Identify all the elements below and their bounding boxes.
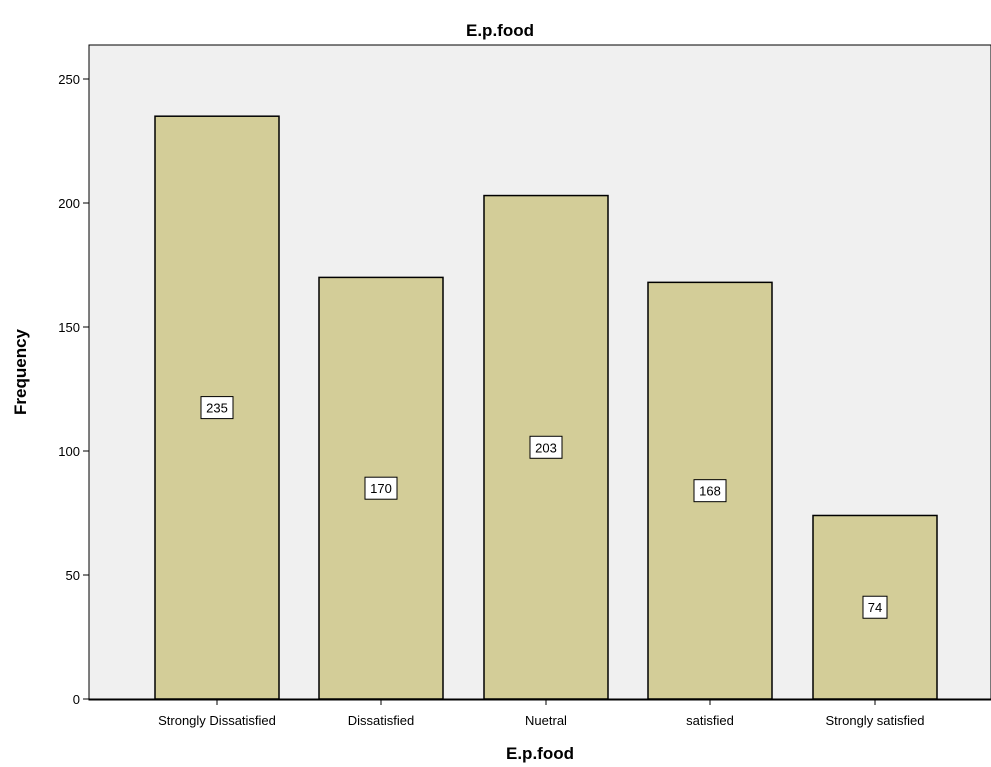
data-label-box-2: [529, 435, 563, 459]
data-label-box-1: [364, 476, 398, 500]
x-tick-label-0: Strongly Dissatisfied: [158, 713, 276, 728]
y-tick-label-1: 50: [66, 568, 80, 583]
y-tick-label-3: 150: [58, 320, 80, 335]
data-label-box-0: [200, 396, 234, 420]
y-axis-title: Frequency: [11, 328, 30, 415]
x-tick-label-4: Strongly satisfied: [826, 713, 925, 728]
data-label-1: 170: [370, 481, 392, 496]
y-tick-label-2: 100: [58, 444, 80, 459]
data-label-3: 168: [699, 484, 721, 499]
data-label-0: 235: [206, 401, 228, 416]
y-tick-label-5: 250: [58, 72, 80, 87]
data-label-box-3: [693, 479, 727, 503]
y-tick-label-0: 0: [73, 692, 80, 707]
data-label-box-4: [862, 595, 888, 619]
data-label-4: 74: [868, 600, 882, 615]
data-label-2: 203: [535, 440, 557, 455]
x-axis-title: E.p.food: [506, 744, 574, 763]
x-tick-label-2: Nuetral: [525, 713, 567, 728]
y-tick-label-4: 200: [58, 196, 80, 211]
chart-title: E.p.food: [466, 21, 534, 40]
x-tick-label-1: Dissatisfied: [348, 713, 414, 728]
x-tick-label-3: satisfied: [686, 713, 734, 728]
